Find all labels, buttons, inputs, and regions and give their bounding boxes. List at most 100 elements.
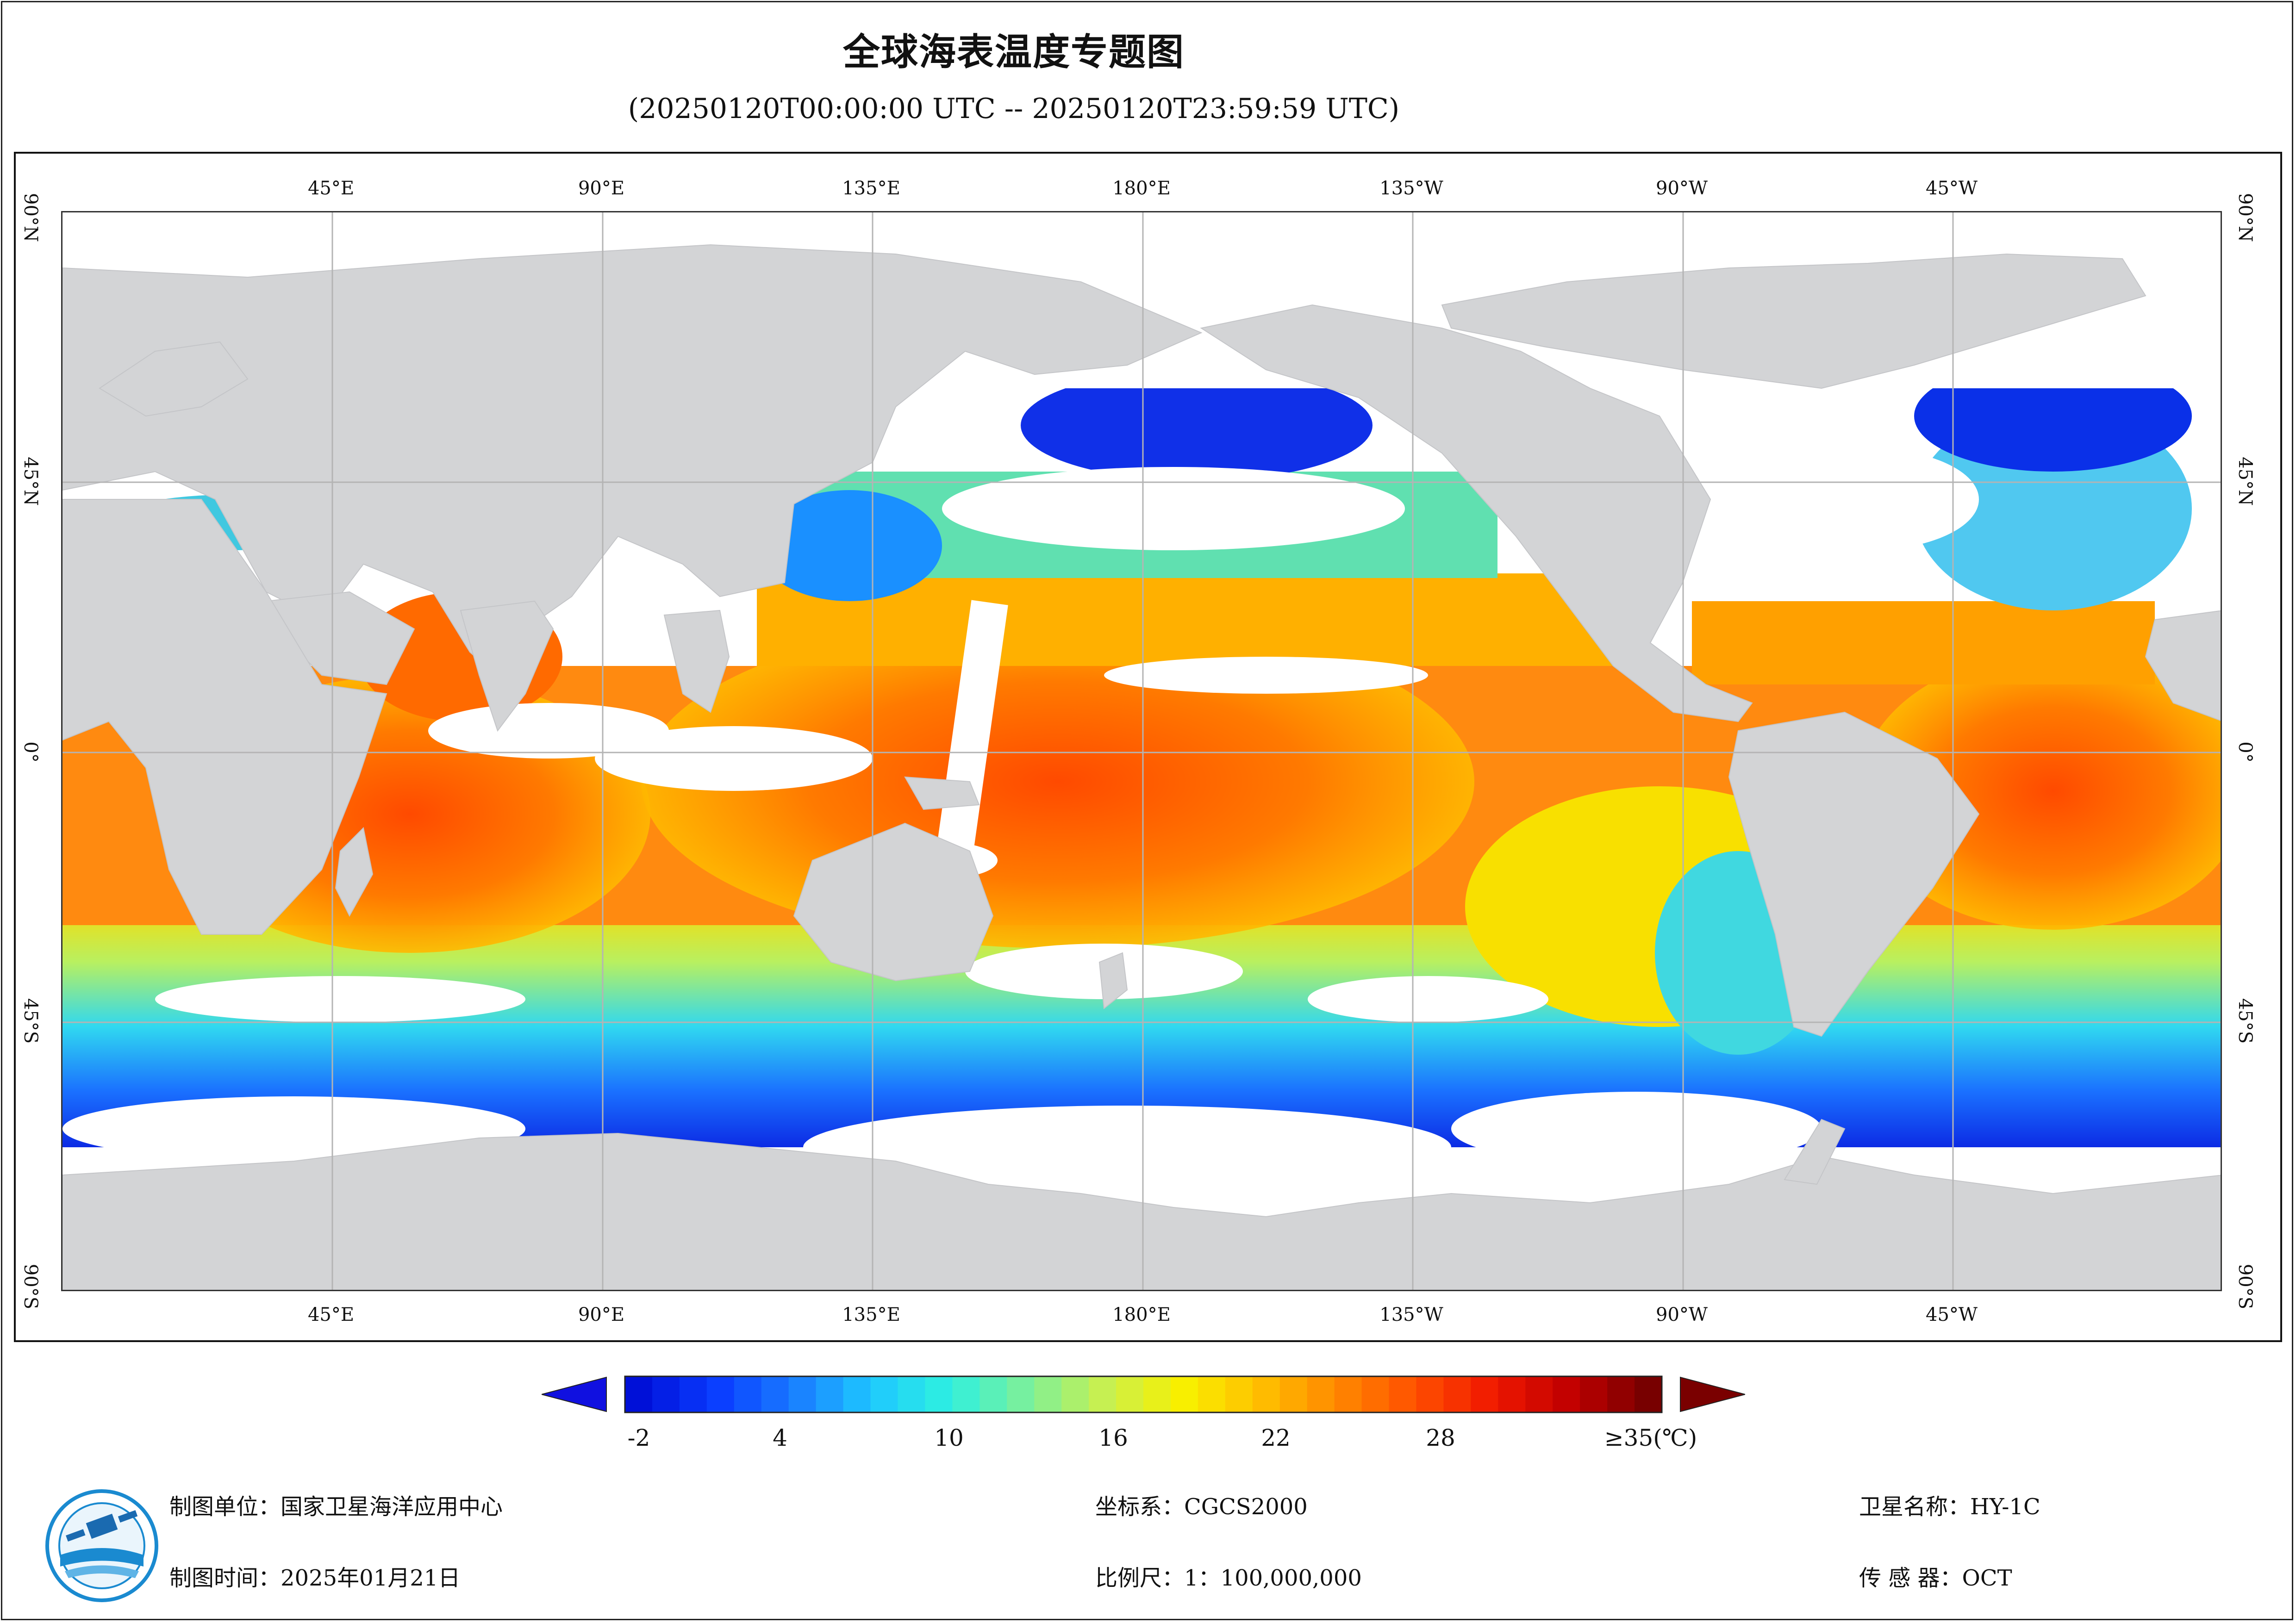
right-lat-tick: 90°N bbox=[2234, 193, 2256, 242]
colorbar-under-arrow bbox=[542, 1376, 607, 1412]
west-africa bbox=[2145, 610, 2221, 721]
colorbar-cell bbox=[870, 1376, 898, 1412]
sensor-name: 传 感 器：OCT bbox=[1859, 1565, 2012, 1591]
india bbox=[460, 600, 554, 732]
satellite-name: 卫星名称：HY-1C bbox=[1859, 1494, 2040, 1520]
graticule bbox=[62, 212, 2221, 1290]
colorbar-cell bbox=[1116, 1376, 1144, 1412]
top-lon-tick: 135°E bbox=[842, 178, 900, 199]
colorbar-tick-label: 28 bbox=[1426, 1424, 1455, 1451]
colorbar-cell bbox=[625, 1376, 653, 1412]
colorbar-cell bbox=[980, 1376, 1008, 1412]
top-lon-tick: 45°W bbox=[1925, 178, 1978, 199]
mapping-time: 制图时间：2025年01月21日 bbox=[169, 1565, 461, 1591]
north-atlantic-band bbox=[1692, 601, 2155, 684]
colorbar-cell bbox=[1389, 1376, 1417, 1412]
map-frame bbox=[14, 152, 2282, 1342]
madagascar bbox=[335, 827, 374, 917]
colorbar-cell bbox=[1471, 1376, 1499, 1412]
australia bbox=[793, 822, 994, 982]
bottom-lon-tick: 45°W bbox=[1925, 1304, 1978, 1325]
colorbar-over-arrow bbox=[1680, 1376, 1745, 1412]
colorbar-cell bbox=[1553, 1376, 1581, 1412]
colorbar-tick-label: 22 bbox=[1261, 1424, 1291, 1451]
colorbar-cell bbox=[1252, 1376, 1280, 1412]
colorbar-tick-label: 4 bbox=[773, 1424, 787, 1451]
left-lat-tick: 0° bbox=[20, 741, 41, 763]
bottom-lon-tick: 180°E bbox=[1112, 1304, 1171, 1325]
colorbar-cell bbox=[1361, 1376, 1390, 1412]
bottom-lon-tick: 90°W bbox=[1655, 1304, 1708, 1325]
top-lon-tick: 135°W bbox=[1379, 178, 1443, 199]
colorbar-cell bbox=[1635, 1376, 1662, 1412]
colorbar-cell bbox=[1416, 1376, 1444, 1412]
colorbar-cell bbox=[952, 1376, 980, 1412]
colorbar-tick-label: 10 bbox=[934, 1424, 964, 1451]
map-scale: 比例尺：1：100,000,000 bbox=[1095, 1565, 1362, 1591]
colorbar-cell bbox=[1279, 1376, 1308, 1412]
top-lon-tick: 90°W bbox=[1655, 178, 1708, 199]
sst-map[interactable] bbox=[61, 211, 2222, 1291]
nsoas-logo-icon bbox=[45, 1489, 158, 1602]
colorbar-cell bbox=[1061, 1376, 1090, 1412]
colorbar-cell bbox=[1443, 1376, 1472, 1412]
colorbar-cell bbox=[679, 1376, 707, 1412]
colorbar-cell bbox=[1307, 1376, 1335, 1412]
colorbar-cell bbox=[1225, 1376, 1253, 1412]
africa bbox=[62, 499, 387, 935]
sst-map-canvas bbox=[62, 212, 2221, 1290]
antarctic-peninsula bbox=[1784, 1119, 1846, 1185]
indochina bbox=[663, 609, 730, 713]
kuroshio bbox=[757, 490, 942, 601]
right-lat-tick: 45°S bbox=[2234, 998, 2256, 1044]
colorbar-tick-label: ≥35(℃) bbox=[1604, 1424, 1697, 1451]
colorbar-cell bbox=[1007, 1376, 1035, 1412]
right-lat-tick: 45°N bbox=[2234, 457, 2256, 506]
map-title: 全球海表温度专题图 bbox=[843, 31, 1185, 74]
colorbar-cell bbox=[1089, 1376, 1117, 1412]
top-lon-tick: 45°E bbox=[307, 178, 355, 199]
bottom-lon-tick: 135°W bbox=[1379, 1304, 1443, 1325]
map-subtitle: (20250120T00:00:00 UTC -- 20250120T23:59… bbox=[628, 93, 1400, 125]
colorbar-cell bbox=[1334, 1376, 1362, 1412]
colorbar-cell bbox=[652, 1376, 680, 1412]
scandinavia bbox=[99, 341, 249, 417]
mapping-unit: 制图单位：国家卫星海洋应用中心 bbox=[169, 1494, 503, 1520]
new-zealand bbox=[1098, 952, 1128, 1009]
colorbar-cell bbox=[1143, 1376, 1171, 1412]
new-guinea bbox=[904, 776, 980, 810]
top-lon-tick: 180°E bbox=[1112, 178, 1171, 199]
north-america bbox=[1200, 304, 1753, 722]
colorbar-cell bbox=[843, 1376, 871, 1412]
colorbar-cell bbox=[1170, 1376, 1198, 1412]
colorbar-cell bbox=[1580, 1376, 1608, 1412]
left-lat-tick: 90°S bbox=[20, 1263, 41, 1310]
colorbar-cell bbox=[788, 1376, 817, 1412]
south-america bbox=[1728, 711, 1980, 1037]
colorbar-cell bbox=[925, 1376, 953, 1412]
left-lat-tick: 90°N bbox=[20, 193, 41, 242]
colorbar-cell bbox=[1198, 1376, 1226, 1412]
bottom-lon-tick: 90°E bbox=[578, 1304, 625, 1325]
greenland bbox=[1441, 253, 2146, 389]
bering-cold bbox=[1021, 370, 1373, 481]
colorbar-cell bbox=[898, 1376, 926, 1412]
left-lat-tick: 45°N bbox=[20, 457, 41, 506]
colorbar-cell bbox=[734, 1376, 762, 1412]
colorbar-cell bbox=[1034, 1376, 1062, 1412]
colorbar-tick-label: 16 bbox=[1098, 1424, 1128, 1451]
colorbar-outline bbox=[624, 1375, 1663, 1413]
right-lat-tick: 90°S bbox=[2234, 1263, 2256, 1310]
coordinate-system: 坐标系：CGCS2000 bbox=[1095, 1494, 1308, 1520]
colorbar-cell bbox=[1525, 1376, 1554, 1412]
colorbar-cell bbox=[706, 1376, 735, 1412]
bottom-lon-tick: 45°E bbox=[307, 1304, 355, 1325]
top-lon-tick: 90°E bbox=[578, 178, 625, 199]
right-lat-tick: 0° bbox=[2234, 741, 2256, 763]
colorbar-cell bbox=[761, 1376, 789, 1412]
colorbar-cell bbox=[816, 1376, 844, 1412]
bottom-lon-tick: 135°E bbox=[842, 1304, 900, 1325]
colorbar bbox=[542, 1375, 1745, 1413]
colorbar-cell bbox=[1498, 1376, 1526, 1412]
